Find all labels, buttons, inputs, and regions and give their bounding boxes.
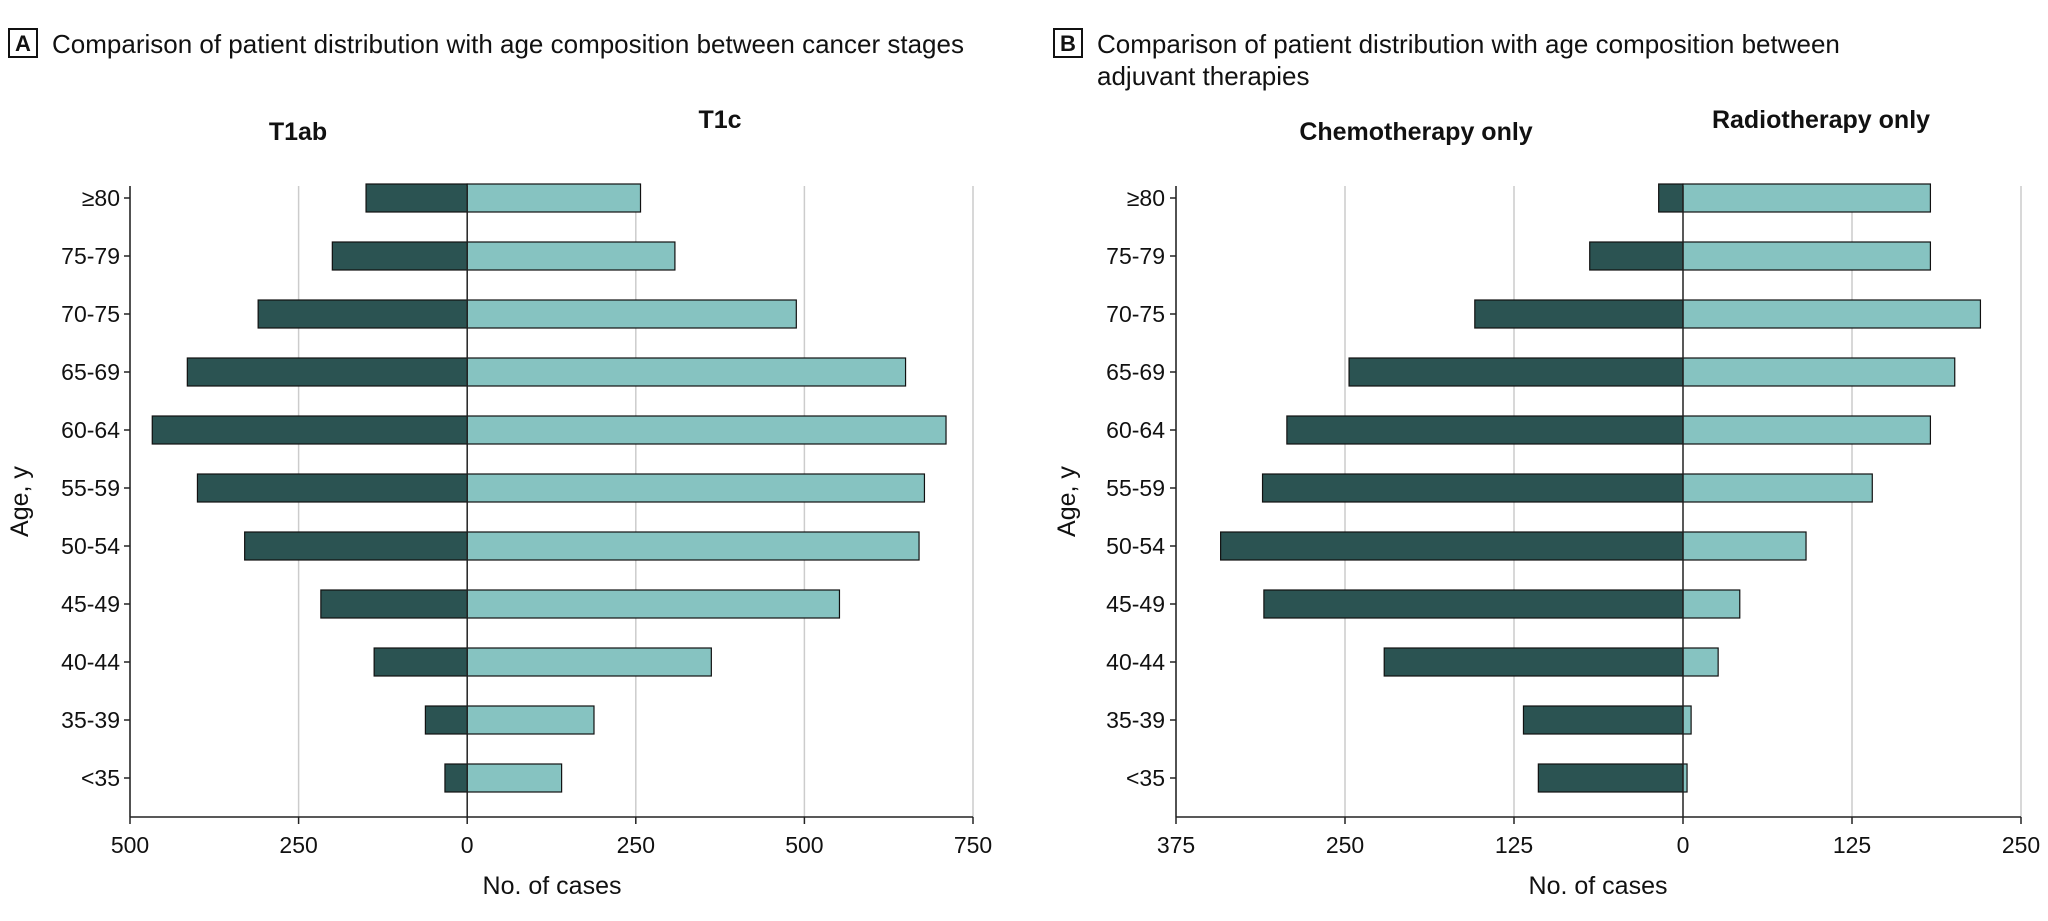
panel-b-bar-radiotherapy-only [1682, 589, 1741, 619]
panel-a-bar-t1ab [444, 763, 468, 793]
panel-b-bar-chemotherapy-only [1537, 763, 1684, 793]
panel-a-y-tick-label: 40-44 [61, 649, 120, 675]
panel-b-y-tick-label: 40-44 [1106, 649, 1165, 675]
panel-a-bar-t1ab [186, 357, 468, 387]
panel-b-y-tick-label: 60-64 [1106, 417, 1165, 443]
panel-a-bar-t1c [466, 241, 676, 271]
panel-a-bar-t1c [466, 183, 642, 213]
panel-b-title: Comparison of patient distribution with … [1097, 29, 1840, 91]
panel-a-x-tick-label: 0 [461, 832, 474, 858]
panel-a-bar-t1ab [320, 589, 468, 619]
panel-a-bar-t1ab [257, 299, 468, 329]
panel-b-bar-chemotherapy-only [1286, 415, 1684, 445]
panel-b-series-label-right: Radiotherapy only [1712, 106, 1930, 134]
panel-b-bar-radiotherapy-only [1682, 705, 1692, 735]
panel-b-x-tick-label: 125 [1833, 832, 1871, 858]
panel-a-x-axis-label: No. of cases [483, 872, 622, 900]
panel-a-y-tick-label: 60-64 [61, 417, 120, 443]
panel-a-bar-t1c [466, 415, 947, 445]
panel-a-bar-t1ab [365, 183, 468, 213]
panel-b-series-label-left: Chemotherapy only [1299, 118, 1532, 146]
panel-a-y-tick-label: 45-49 [61, 591, 120, 617]
panel-a-y-tick-label: ≥80 [82, 185, 120, 211]
panel-a-x-tick-label: 250 [279, 832, 317, 858]
panel-a-x-tick-label: 500 [785, 832, 823, 858]
panel-b-y-tick-label: 35-39 [1106, 707, 1165, 733]
panel-a-bar-t1c [466, 763, 563, 793]
panel-a-x-tick-label: 500 [111, 832, 149, 858]
panel-a-bar-t1c [466, 589, 841, 619]
panel-a-bar-t1ab [151, 415, 468, 445]
panel-a-x-tick-label: 750 [954, 832, 992, 858]
panel-a-series-label-right: T1c [698, 106, 741, 134]
panel-a-header: A Comparison of patient distribution wit… [8, 28, 964, 60]
panel-b-header: B Comparison of patient distribution wit… [1053, 28, 1953, 92]
panel-b-y-tick-label: 55-59 [1106, 475, 1165, 501]
panel-b-bar-radiotherapy-only [1682, 473, 1873, 503]
panel-b-bar-chemotherapy-only [1263, 589, 1684, 619]
panel-a-bar-t1ab [373, 647, 468, 677]
panel-b-bar-chemotherapy-only [1348, 357, 1684, 387]
panel-b-bar-chemotherapy-only [1658, 183, 1684, 213]
panel-a-bar-t1ab [424, 705, 468, 735]
panel-b-bar-chemotherapy-only [1261, 473, 1684, 503]
panel-a-bar-t1ab [244, 531, 468, 561]
panel-a-series-label-left: T1ab [269, 118, 327, 146]
panel-b-bar-radiotherapy-only [1682, 647, 1719, 677]
panel-b-y-axis-label: Age, y [1053, 466, 1081, 537]
panel-a-y-tick-label: <35 [81, 765, 120, 791]
panel-b-bar-radiotherapy-only [1682, 241, 1932, 271]
panel-a-bar-t1c [466, 299, 797, 329]
panel-b-bar-chemotherapy-only [1474, 299, 1684, 329]
panel-b-bar-radiotherapy-only [1682, 183, 1932, 213]
panel-a-bar-t1c [466, 531, 920, 561]
panel-a-title: Comparison of patient distribution with … [52, 29, 964, 59]
panel-b-x-axis-label: No. of cases [1529, 872, 1668, 900]
panel-b-y-tick-label: 65-69 [1106, 359, 1165, 385]
panel-b-x-tick-label: 125 [1495, 832, 1533, 858]
panel-b-y-tick-label: 45-49 [1106, 591, 1165, 617]
panel-b-y-tick-label: ≥80 [1127, 185, 1165, 211]
panel-b-x-tick-label: 0 [1677, 832, 1690, 858]
panel-b-bar-chemotherapy-only [1589, 241, 1684, 271]
panel-a-y-tick-label: 55-59 [61, 475, 120, 501]
panel-a-bar-t1c [466, 357, 907, 387]
panel-a-bar-t1c [466, 705, 595, 735]
panel-b-bar-radiotherapy-only [1682, 299, 1982, 329]
panel-a-bar-t1c [466, 473, 926, 503]
panel-a-y-axis-label: Age, y [6, 466, 34, 537]
panel-b-bar-chemotherapy-only [1220, 531, 1684, 561]
panel-b-x-tick-label: 250 [1326, 832, 1364, 858]
panel-b-bar-radiotherapy-only [1682, 357, 1956, 387]
panel-a-bar-t1c [466, 647, 712, 677]
panel-b-x-tick-label: 375 [1157, 832, 1195, 858]
panel-b-bar-radiotherapy-only [1682, 531, 1807, 561]
panel-a-bar-t1ab [331, 241, 468, 271]
panel-a-y-tick-label: 50-54 [61, 533, 120, 559]
panel-a-letter: A [8, 28, 38, 58]
panel-b-y-tick-label: 50-54 [1106, 533, 1165, 559]
panel-a-y-tick-label: 35-39 [61, 707, 120, 733]
panel-b-y-tick-label: 75-79 [1106, 243, 1165, 269]
panel-b-bar-chemotherapy-only [1383, 647, 1684, 677]
panel-a-x-tick-label: 250 [617, 832, 655, 858]
panel-a-y-tick-label: 70-75 [61, 301, 120, 327]
panel-a-y-tick-label: 75-79 [61, 243, 120, 269]
panel-a-y-tick-label: 65-69 [61, 359, 120, 385]
panel-b-x-tick-label: 250 [2002, 832, 2040, 858]
panel-a-bar-t1ab [196, 473, 468, 503]
panel-b-bar-radiotherapy-only [1682, 415, 1932, 445]
panel-b-bar-chemotherapy-only [1522, 705, 1684, 735]
panel-b-y-tick-label: 70-75 [1106, 301, 1165, 327]
panel-b-y-tick-label: <35 [1126, 765, 1165, 791]
panel-b-letter: B [1053, 28, 1083, 58]
